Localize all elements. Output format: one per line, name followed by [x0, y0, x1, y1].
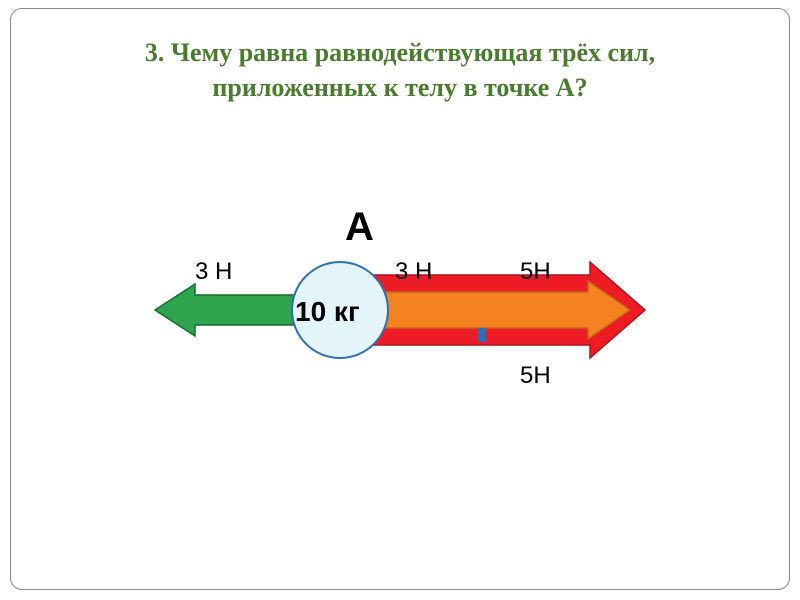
mass-label: 10 кг [295, 296, 360, 328]
force-label-left: 3 Н [195, 258, 232, 286]
force-diagram [0, 0, 800, 600]
force-label-0: 3 Н [395, 258, 432, 286]
point-a-label: А [345, 205, 374, 250]
force-label-2: 5Н [520, 362, 551, 390]
force-label-1: 5Н [520, 258, 551, 286]
